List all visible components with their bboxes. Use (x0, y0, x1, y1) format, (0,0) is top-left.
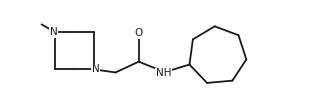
Text: O: O (135, 28, 143, 38)
Text: NH: NH (156, 68, 171, 78)
Text: N: N (92, 64, 100, 74)
Text: N: N (50, 27, 57, 37)
